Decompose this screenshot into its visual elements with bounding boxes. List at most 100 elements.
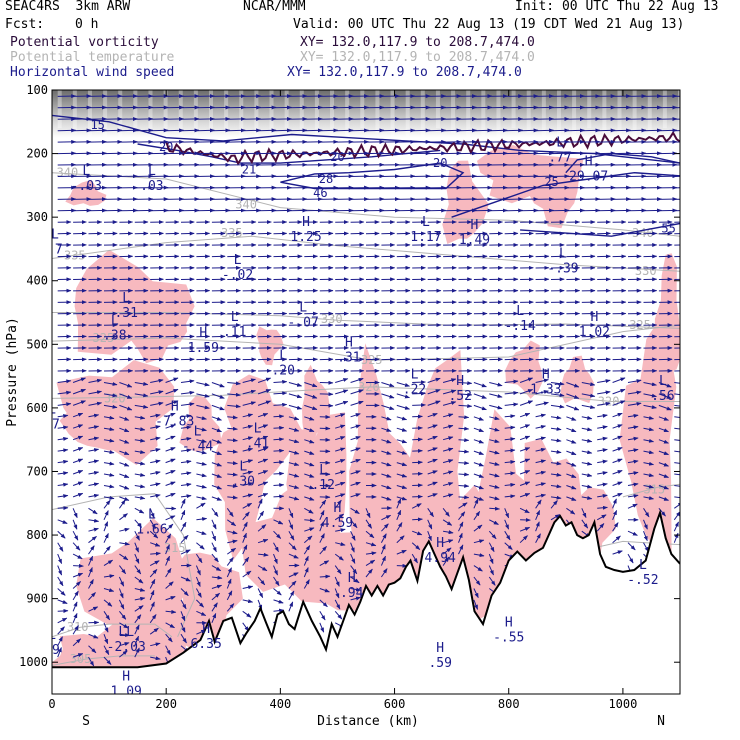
wind-vector <box>550 381 565 386</box>
wind-vector <box>180 588 189 596</box>
wind-vector <box>88 527 99 532</box>
wind-vector <box>504 390 519 395</box>
wind-vector <box>412 380 426 385</box>
wind-vector <box>350 553 356 564</box>
extremum-value: 1.59 <box>188 341 219 356</box>
wind-vector <box>442 547 452 555</box>
wind-vector <box>365 530 375 539</box>
wind-vector <box>257 458 269 464</box>
wind-vector <box>519 458 531 464</box>
wind-vector <box>566 496 577 501</box>
wind-vector <box>165 435 176 441</box>
wind-vector <box>88 436 100 441</box>
wind-vector <box>72 481 84 486</box>
wind-vector <box>273 471 285 476</box>
field-xy-theta: XY= 132.0,117.9 to 208.7,474.0 <box>300 50 535 65</box>
wind-vector <box>566 450 577 456</box>
wind-vector <box>412 530 423 536</box>
wind-vector <box>88 555 94 566</box>
wind-contour-label: 28 <box>319 172 333 186</box>
wind-vector <box>334 553 344 561</box>
wind-vector <box>119 553 129 561</box>
y-axis-label: Pressure (hPa) <box>5 317 20 427</box>
extremum-value: .03 <box>140 179 163 194</box>
wind-vector <box>103 611 111 621</box>
wind-vector <box>427 435 438 441</box>
wind-vector <box>350 576 360 584</box>
extremum-type: H <box>471 218 479 233</box>
wind-vector <box>612 535 621 544</box>
wind-vector <box>119 633 130 637</box>
wind-vector <box>195 553 203 564</box>
pv-extremum: H1.25 <box>290 215 321 245</box>
extremum-type: H <box>122 669 130 684</box>
wind-vector <box>196 496 207 501</box>
wind-vector <box>227 438 238 443</box>
wind-vector <box>566 416 577 421</box>
wind-vector <box>658 393 672 399</box>
wind-vector <box>581 427 593 432</box>
wind-vector <box>226 578 232 589</box>
wind-vector <box>581 415 593 420</box>
wind-vector <box>242 459 254 464</box>
wind-vector <box>566 507 576 515</box>
wind-vector <box>242 436 254 441</box>
theta-contour-label: 340 <box>235 197 257 211</box>
wind-vector <box>674 393 680 396</box>
wind-vector <box>303 567 309 578</box>
wind-vector <box>566 462 577 467</box>
wind-vector <box>412 403 426 408</box>
wind-vector <box>57 471 69 476</box>
wind-vector <box>57 636 63 646</box>
pv-extremum: L-.03 <box>71 164 102 194</box>
wind-vector <box>57 530 66 539</box>
wind-vector <box>535 521 540 532</box>
wind-vector <box>519 377 534 383</box>
wind-vector <box>365 551 377 556</box>
extremum-value: -2.03 <box>107 640 146 655</box>
wind-vector <box>597 379 611 384</box>
wind-vector <box>150 459 161 464</box>
wind-vector <box>643 382 657 387</box>
wind-vector <box>350 481 361 486</box>
extremum-value: .7 <box>47 243 63 258</box>
extremum-type: H <box>590 310 598 325</box>
wind-vector <box>550 449 562 454</box>
wind-vector <box>658 439 669 444</box>
wind-vector <box>473 462 484 467</box>
y-tick-label: 600 <box>26 401 48 415</box>
wind-vector <box>134 565 142 575</box>
wind-vector <box>180 448 192 453</box>
wind-vector <box>227 472 238 477</box>
x-tick-label: 600 <box>384 697 406 711</box>
wind-vector <box>103 415 115 420</box>
wind-vector <box>72 653 84 658</box>
extremum-value: .12 <box>311 478 334 493</box>
wind-vector <box>134 530 140 541</box>
wind-vector <box>411 542 421 550</box>
extremum-type: L <box>231 310 239 325</box>
wind-vector <box>519 447 531 452</box>
wind-vector <box>165 447 176 452</box>
wind-vector <box>72 612 78 623</box>
wind-vector <box>103 599 113 607</box>
wind-vector <box>180 599 187 610</box>
wind-vector <box>535 482 546 487</box>
wind-vector <box>180 390 195 395</box>
wind-vector <box>273 448 285 453</box>
strat-streak <box>163 90 168 139</box>
extremum-type: L <box>239 460 247 475</box>
wind-vector <box>427 377 441 383</box>
wind-vector <box>612 498 617 509</box>
wind-vector <box>196 484 207 489</box>
wind-speed-contour <box>520 222 680 237</box>
wind-vector <box>381 382 395 388</box>
pv-shading-region <box>654 253 680 372</box>
pv-extremum: H1.59 <box>188 326 219 356</box>
wind-vector <box>396 522 403 532</box>
wind-vector <box>72 424 84 429</box>
wind-vector <box>134 404 149 409</box>
strat-streak <box>299 90 304 134</box>
wind-vector <box>103 656 112 665</box>
wind-vector <box>134 484 146 489</box>
